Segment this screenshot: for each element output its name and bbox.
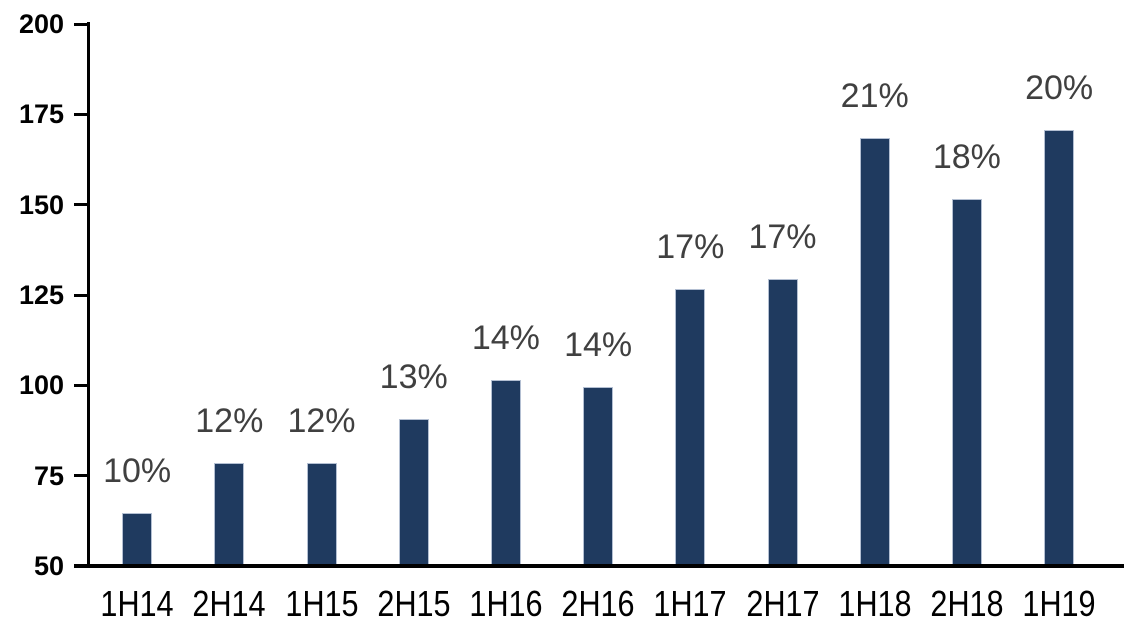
x-tick-label: 1H17 (653, 583, 727, 624)
y-tick-mark (74, 203, 90, 207)
x-tick-label: 2H17 (745, 583, 820, 624)
y-tick-label: 100 (18, 370, 64, 401)
y-tick-label: 200 (18, 9, 64, 39)
x-tick-label: 1H15 (284, 583, 359, 624)
bar (951, 199, 982, 564)
y-tick-label: 50 (33, 551, 64, 581)
bar-value-label: 10% (103, 452, 172, 491)
x-tick-label: 1H18 (838, 583, 912, 624)
bar-value-label: 20% (1025, 69, 1094, 108)
y-tick-label: 75 (33, 460, 64, 491)
bar-value-label: 18% (932, 138, 1001, 177)
y-tick-mark (74, 22, 90, 26)
x-tick-label: 2H14 (192, 583, 266, 624)
y-tick-mark (74, 383, 90, 387)
bar-value-label: 17% (748, 217, 817, 256)
bar (490, 379, 521, 564)
y-tick-mark (74, 474, 90, 478)
bar-value-label: 17% (656, 228, 725, 267)
x-axis-line (74, 564, 1124, 568)
bar-value-label: 14% (564, 325, 633, 364)
y-tick-mark (74, 564, 90, 568)
bar (583, 386, 614, 564)
bar-value-label: 12% (287, 401, 356, 440)
y-tick-label: 150 (18, 189, 64, 220)
bar (122, 513, 153, 564)
x-tick-label: 1H19 (1022, 583, 1096, 624)
bar-value-label: 21% (840, 76, 909, 115)
y-tick-mark (74, 293, 90, 297)
y-tick-label: 125 (18, 280, 64, 310)
bar (306, 462, 337, 564)
bar (214, 462, 245, 564)
x-tick-label: 2H15 (377, 583, 451, 624)
bar (859, 137, 890, 564)
bar-value-label: 12% (195, 401, 264, 440)
x-tick-label: 2H16 (561, 583, 635, 624)
y-tick-mark (74, 112, 90, 116)
plot-area: 10% 12% 12% 13% 14% 14% 17% 17% 21% 18% 20% (0, 22, 1129, 564)
bar (1044, 130, 1075, 564)
bar (675, 289, 706, 564)
bar (767, 278, 798, 564)
bar-value-label: 13% (379, 358, 448, 397)
x-tick-label: 1H14 (100, 583, 174, 624)
bar (398, 419, 429, 564)
x-tick-label: 1H16 (469, 583, 543, 624)
x-tick-label: 2H18 (930, 583, 1004, 624)
y-tick-label: 175 (18, 99, 64, 130)
bar-value-label: 14% (471, 318, 540, 357)
